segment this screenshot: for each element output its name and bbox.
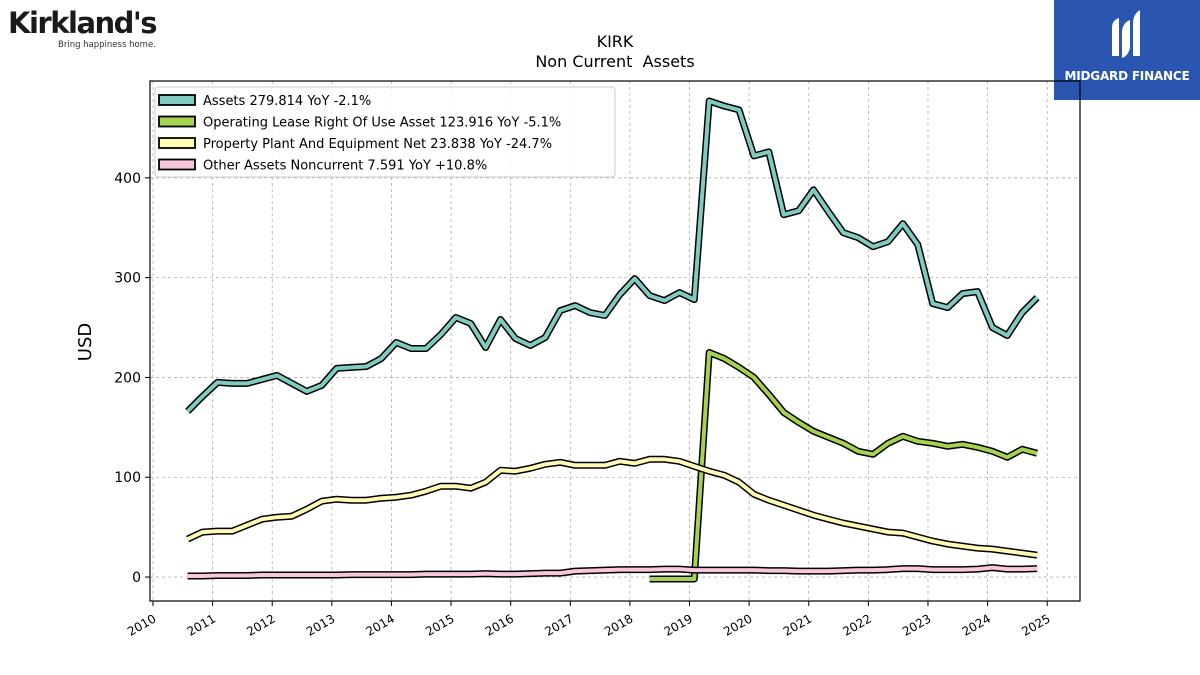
y-tick-label: 0: [132, 570, 141, 586]
series-line: [187, 565, 1038, 578]
x-tick-label: 2010: [125, 611, 158, 638]
y-tick-label: 100: [114, 470, 141, 486]
x-tick-label: 2024: [960, 611, 993, 638]
kirklands-logo: Kirkland's Bring happiness home.: [8, 6, 168, 50]
legend-label: Other Assets Noncurrent 7.591 YoY +10.8%: [203, 159, 487, 174]
x-tick-label: 2012: [244, 611, 277, 638]
x-tick-label: 2017: [542, 611, 575, 638]
series-line: [186, 99, 1039, 413]
x-tick-label: 2013: [304, 611, 337, 638]
kirklands-tagline: Bring happiness home.: [58, 40, 156, 50]
legend-swatch: [158, 158, 196, 171]
series-outline: [186, 455, 1038, 559]
y-axis-label: USD: [75, 323, 96, 361]
legend-label: Operating Lease Right Of Use Asset 123.9…: [203, 116, 561, 131]
grid-lines: [150, 81, 1080, 601]
series-line: [649, 350, 1038, 581]
midgard-finance-watermark: MIDGARD FINANCE: [1054, 0, 1200, 100]
legend-swatch: [158, 94, 196, 106]
legend-box: [154, 86, 616, 178]
x-tick-label: 2015: [423, 611, 456, 638]
x-tick-label: 2011: [185, 611, 218, 638]
chart-subtitle: Non Current Assets: [535, 52, 694, 71]
x-tick-label: 2020: [721, 611, 754, 638]
series-3: [187, 564, 1038, 580]
legend-swatch: [158, 137, 196, 149]
x-tick-label: 2022: [840, 611, 873, 638]
y-tick-label: 400: [114, 171, 141, 187]
x-tick-label: 2014: [363, 611, 396, 638]
x-tick-label: 2025: [1019, 611, 1052, 638]
x-tick-label: 2021: [781, 611, 814, 638]
x-tick-label: 2016: [483, 611, 516, 638]
series-lines: [185, 97, 1040, 583]
series-line: [186, 457, 1038, 558]
y-tick-label: 300: [114, 271, 141, 287]
kirklands-wordmark: Kirkland's: [8, 6, 158, 40]
x-tick-label: 2019: [662, 611, 695, 638]
legend-label: Assets 279.814 YoY -2.1%: [203, 94, 371, 109]
chart-title: KIRK: [597, 32, 634, 51]
x-tick-label: 2023: [900, 611, 933, 638]
series-2: [186, 455, 1038, 559]
series-1: [649, 349, 1039, 583]
legend-label: Property Plant And Equipment Net 23.838 …: [203, 137, 552, 152]
x-tick-label: 2018: [602, 611, 635, 638]
y-tick-label: 200: [114, 370, 141, 386]
legend: Assets 279.814 YoY -2.1% Operating Lease …: [154, 86, 616, 178]
plot-frame: [149, 80, 1081, 602]
midgard-logo-icon: [1112, 10, 1140, 58]
series-0: [185, 97, 1040, 414]
legend-swatch: [158, 115, 196, 128]
midgard-finance-text: MIDGARD FINANCE: [1064, 69, 1190, 83]
